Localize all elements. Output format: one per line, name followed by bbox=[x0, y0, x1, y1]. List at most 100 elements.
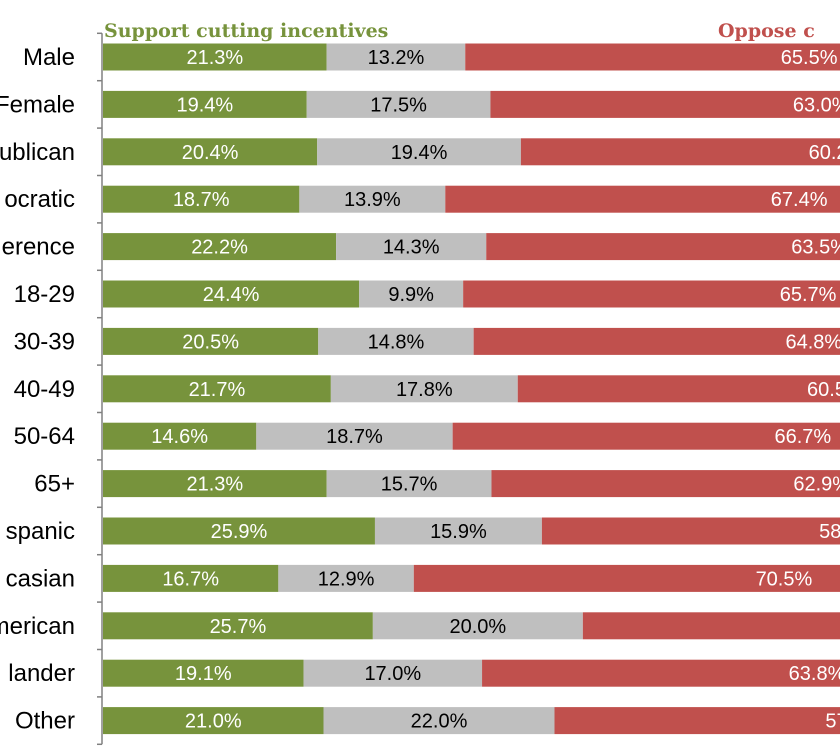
bars bbox=[103, 43, 840, 735]
value-label: 21.3% bbox=[186, 474, 243, 496]
value-label: 22.0% bbox=[411, 711, 468, 733]
category-label: ublican bbox=[0, 139, 75, 166]
bar-segment bbox=[554, 707, 840, 735]
bar-segment bbox=[103, 422, 257, 450]
value-label: 13.9% bbox=[344, 189, 401, 211]
value-label: 65.5% bbox=[781, 47, 838, 69]
category-label: erence bbox=[2, 234, 75, 261]
bar-segment bbox=[103, 470, 327, 498]
value-label: 63.8% bbox=[789, 663, 840, 685]
bar-segment bbox=[103, 375, 331, 403]
bar-segment bbox=[318, 327, 474, 355]
value-label: 63.5% bbox=[791, 237, 840, 259]
category-label: 65+ bbox=[34, 471, 75, 498]
bar-segment bbox=[103, 233, 337, 261]
value-label: 67.4% bbox=[771, 189, 828, 211]
value-label: 57.0% bbox=[825, 711, 840, 733]
value-label: 15.9% bbox=[430, 521, 487, 543]
legend-label: Support cutting incentives bbox=[104, 20, 388, 42]
category-label: merican bbox=[0, 613, 75, 640]
bar-segment bbox=[299, 185, 446, 213]
value-label: 16.7% bbox=[162, 568, 219, 590]
bar-segment bbox=[103, 280, 360, 308]
value-label: 24.4% bbox=[203, 284, 260, 306]
category-label: 18-29 bbox=[14, 281, 75, 308]
bar-segment bbox=[465, 43, 840, 71]
bar-segment bbox=[103, 612, 373, 640]
category-label: 50-64 bbox=[14, 423, 75, 450]
category-label: 40-49 bbox=[14, 376, 75, 403]
category-label: spanic bbox=[6, 518, 75, 545]
value-label: 63.0% bbox=[793, 94, 840, 116]
category-label: Female bbox=[0, 91, 75, 118]
value-label: 58.2% bbox=[819, 521, 840, 543]
value-label: 13.2% bbox=[368, 47, 425, 69]
legend-label: Oppose c bbox=[718, 20, 815, 42]
value-label: 17.0% bbox=[364, 663, 421, 685]
category-label: Other bbox=[15, 708, 75, 735]
bar-segment bbox=[582, 612, 840, 640]
bar-segment bbox=[517, 375, 840, 403]
bar-segment bbox=[490, 90, 840, 118]
value-label: 9.9% bbox=[388, 284, 434, 306]
bar-segment bbox=[336, 233, 487, 261]
category-label: Male bbox=[23, 44, 75, 71]
bar-segment bbox=[278, 564, 414, 592]
value-label: 64.8% bbox=[785, 331, 840, 353]
bar-segment bbox=[306, 90, 491, 118]
bar-segment bbox=[103, 659, 304, 687]
legend: Support cutting incentives Oppose c bbox=[104, 20, 815, 42]
value-label: 14.8% bbox=[368, 331, 425, 353]
bar-segment bbox=[452, 422, 840, 450]
bar-segment bbox=[372, 612, 583, 640]
value-label: 21.0% bbox=[185, 711, 242, 733]
bar-segment bbox=[482, 659, 840, 687]
bar-segment bbox=[463, 280, 840, 308]
value-label: 20.4% bbox=[182, 142, 239, 164]
value-label: 14.3% bbox=[383, 237, 440, 259]
bar-segment bbox=[359, 280, 464, 308]
value-label: 17.8% bbox=[396, 379, 453, 401]
bar-segment bbox=[317, 138, 521, 166]
value-label: 15.7% bbox=[381, 474, 438, 496]
bar-segment bbox=[491, 470, 840, 498]
value-label: 21.7% bbox=[189, 379, 246, 401]
value-label: 14.6% bbox=[151, 426, 208, 448]
bar-segment bbox=[520, 138, 840, 166]
bar-segment bbox=[541, 517, 840, 545]
category-label: casian bbox=[6, 565, 75, 592]
bar-segment bbox=[326, 470, 492, 498]
bar-segment bbox=[103, 43, 327, 71]
bar-segment bbox=[256, 422, 453, 450]
bar-segment bbox=[103, 185, 300, 213]
bar-segment bbox=[103, 517, 375, 545]
value-label: 70.5% bbox=[756, 568, 813, 590]
bar-segment bbox=[473, 327, 840, 355]
category-label: 30-39 bbox=[14, 328, 75, 355]
value-label: 19.1% bbox=[175, 663, 232, 685]
value-label: 19.4% bbox=[391, 142, 448, 164]
value-label: 19.4% bbox=[176, 94, 233, 116]
value-label: 18.7% bbox=[173, 189, 230, 211]
value-label: 17.5% bbox=[370, 94, 427, 116]
value-label: 20.0% bbox=[449, 616, 506, 638]
bar-segment bbox=[323, 707, 555, 735]
bar-segment bbox=[103, 707, 324, 735]
bar-segment bbox=[326, 43, 466, 71]
value-label: 66.7% bbox=[774, 426, 831, 448]
bar-segment bbox=[103, 564, 279, 592]
bar-segment bbox=[330, 375, 518, 403]
value-label: 25.7% bbox=[210, 616, 267, 638]
value-label: 20.5% bbox=[182, 331, 239, 353]
bar-segment bbox=[486, 233, 840, 261]
bar-segment bbox=[303, 659, 483, 687]
value-label: 65.7% bbox=[780, 284, 837, 306]
value-label: 18.7% bbox=[326, 426, 383, 448]
value-label: 12.9% bbox=[318, 568, 375, 590]
value-label: 60.2% bbox=[809, 142, 840, 164]
bar-segment bbox=[445, 185, 840, 213]
bar-segment bbox=[103, 327, 319, 355]
value-label: 21.3% bbox=[186, 47, 243, 69]
bar-segment bbox=[413, 564, 840, 592]
value-labels: 21.3% 13.2% 65.5% 19.4% 17.5% 63.0% 20.4% 19.4%… bbox=[151, 47, 840, 733]
